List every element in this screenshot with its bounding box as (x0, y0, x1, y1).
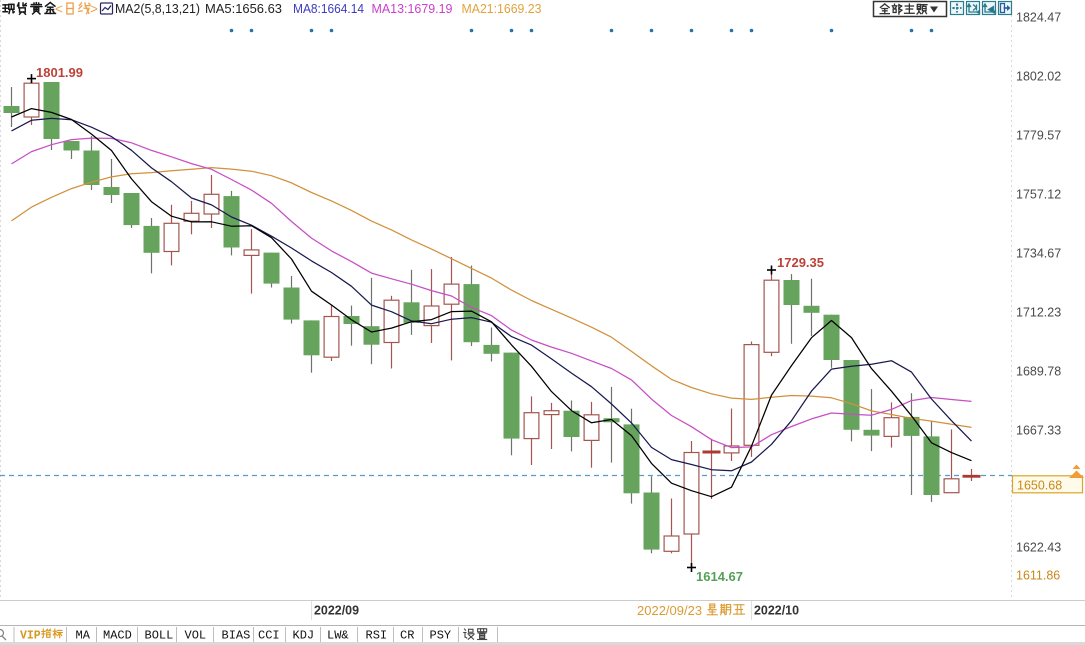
svg-text:MA: MA (76, 629, 91, 643)
svg-text:VOL: VOL (185, 629, 207, 643)
svg-text:1611.86: 1611.86 (1016, 569, 1060, 583)
svg-text:1734.67: 1734.67 (1016, 247, 1061, 261)
svg-text:1802.02: 1802.02 (1016, 70, 1061, 84)
svg-text:BIAS: BIAS (222, 629, 251, 643)
svg-text:1650.68: 1650.68 (1017, 479, 1062, 493)
svg-text:2022/10: 2022/10 (754, 603, 799, 618)
svg-text:MA5:1656.63: MA5:1656.63 (205, 1, 282, 16)
svg-text:MA2(5,8,13,21): MA2(5,8,13,21) (115, 1, 200, 16)
svg-text:CR: CR (400, 629, 414, 643)
svg-text:2022/09: 2022/09 (314, 603, 359, 618)
svg-text:1712.23: 1712.23 (1016, 306, 1061, 320)
svg-text:MA21:1669.23: MA21:1669.23 (462, 1, 542, 16)
svg-text:2022/09/23: 2022/09/23 (637, 603, 702, 618)
svg-text:1757.12: 1757.12 (1016, 188, 1061, 202)
svg-text:1689.78: 1689.78 (1016, 365, 1061, 379)
svg-text:BOLL: BOLL (145, 629, 174, 643)
svg-text:MACD: MACD (103, 629, 132, 643)
svg-text:PSY: PSY (430, 629, 452, 643)
svg-text:1801.99: 1801.99 (36, 65, 83, 80)
svg-text:<: < (55, 2, 63, 17)
svg-text:VIP: VIP (20, 630, 41, 643)
svg-text:MA8:1664.14: MA8:1664.14 (293, 1, 364, 16)
svg-text:>: > (90, 2, 98, 17)
svg-text:KDJ: KDJ (293, 629, 315, 643)
svg-text:MA13:1679.19: MA13:1679.19 (372, 1, 453, 16)
svg-text:RSI: RSI (366, 629, 388, 643)
svg-text:1824.47: 1824.47 (1016, 11, 1061, 25)
svg-text:CCI: CCI (258, 629, 280, 643)
svg-text:1779.57: 1779.57 (1016, 129, 1061, 143)
svg-text:1614.67: 1614.67 (696, 569, 743, 584)
svg-text:LW&: LW& (327, 629, 349, 643)
svg-text:1622.43: 1622.43 (1016, 541, 1061, 555)
svg-text:1729.35: 1729.35 (777, 255, 824, 270)
svg-text:1667.33: 1667.33 (1016, 424, 1061, 438)
